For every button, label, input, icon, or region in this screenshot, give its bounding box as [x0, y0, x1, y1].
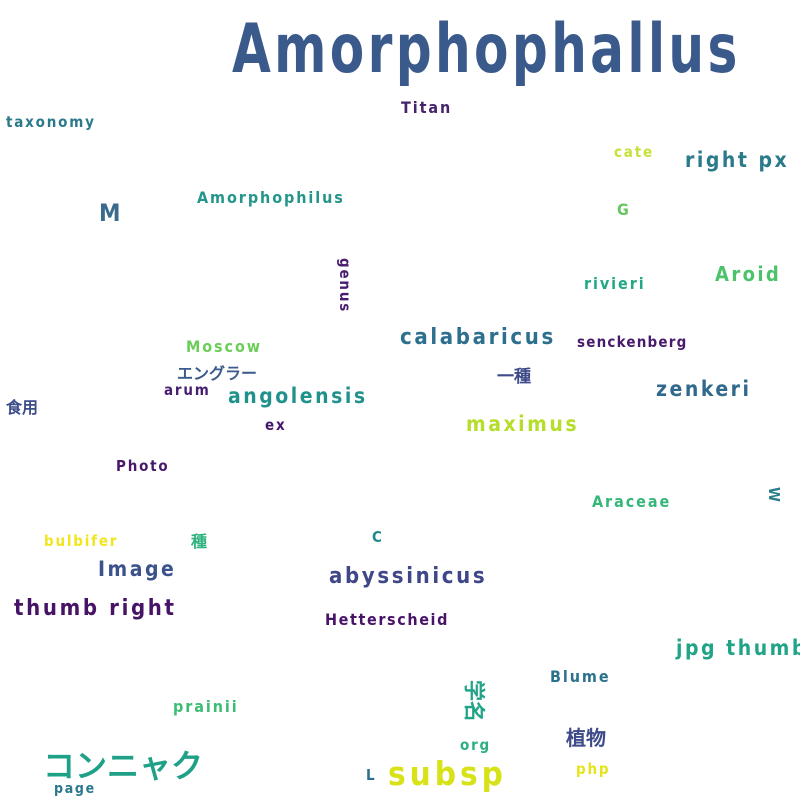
word-right-px: right px: [685, 148, 790, 172]
word-rivieri: rivieri: [584, 274, 646, 293]
word-g: G: [617, 200, 631, 219]
word-thumb-right: thumb right: [14, 596, 177, 621]
word-enguraa: エングラー: [177, 364, 258, 383]
word-aroid: Aroid: [715, 262, 782, 286]
word-c: C: [372, 528, 384, 546]
word-amorphophilus: Amorphophilus: [197, 188, 345, 207]
word-blume: Blume: [550, 667, 611, 686]
word-l: L: [366, 766, 377, 784]
word-senckenberg: senckenberg: [577, 333, 688, 351]
word-maximus: maximus: [466, 412, 580, 436]
word-abyssinicus: abyssinicus: [329, 564, 488, 589]
word-amorphophallus: Amorphophallus: [232, 10, 741, 89]
word-angolensis: angolensis: [228, 384, 368, 408]
word-moscow: Moscow: [186, 337, 263, 356]
word-php: php: [576, 760, 611, 778]
word-image: Image: [98, 557, 177, 581]
word-titan: Titan: [401, 98, 453, 117]
word-zenkeri: zenkeri: [656, 377, 752, 401]
word-shokuyou: 食用: [6, 398, 39, 417]
word-gakumei: 学名: [462, 680, 486, 722]
word-hetterscheid: Hetterscheid: [325, 610, 449, 629]
word-isshu: 一種: [497, 367, 531, 387]
word-taxonomy: taxonomy: [6, 113, 96, 131]
word-calabaricus: calabaricus: [400, 325, 556, 350]
word-m: M: [99, 199, 124, 227]
word-cate: cate: [614, 143, 654, 161]
word-shokubutsu: 植物: [566, 726, 606, 750]
word-subsp: subsp: [388, 754, 507, 793]
word-arum: arum: [164, 381, 211, 399]
word-araceae: Araceae: [592, 492, 672, 511]
word-prainii: prainii: [173, 697, 239, 716]
word-org: org: [460, 736, 491, 754]
word-bulbifer: bulbifer: [44, 532, 119, 550]
word-page: page: [54, 781, 96, 797]
word-ex: ex: [265, 416, 287, 434]
word-photo: Photo: [116, 457, 170, 475]
word-genus: genus: [336, 258, 354, 314]
word-w: W: [765, 487, 783, 504]
word-shu: 種: [191, 532, 208, 551]
word-konnyaku: コンニャク: [43, 747, 204, 785]
word-jpg-thumb: jpg thumb: [676, 636, 800, 660]
